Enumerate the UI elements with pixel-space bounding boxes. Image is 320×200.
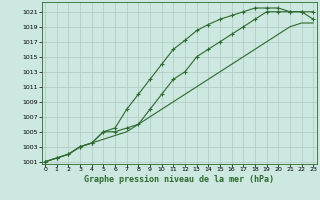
X-axis label: Graphe pression niveau de la mer (hPa): Graphe pression niveau de la mer (hPa) (84, 175, 274, 184)
